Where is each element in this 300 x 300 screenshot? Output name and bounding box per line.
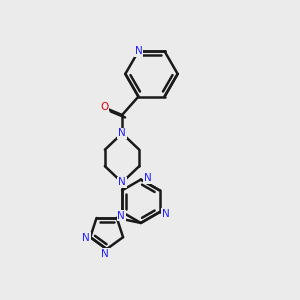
Text: N: N xyxy=(143,173,151,183)
Text: N: N xyxy=(118,178,126,188)
Text: N: N xyxy=(101,249,109,259)
Text: N: N xyxy=(162,208,170,219)
Text: N: N xyxy=(117,211,125,220)
Text: N: N xyxy=(134,46,142,56)
Text: N: N xyxy=(82,233,90,243)
Text: O: O xyxy=(100,102,108,112)
Text: N: N xyxy=(118,128,126,138)
